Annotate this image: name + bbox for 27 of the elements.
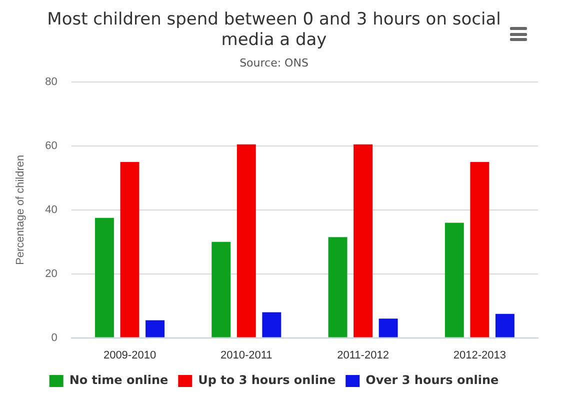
x-tick-label: 2009-2010	[103, 349, 156, 362]
bar	[236, 144, 256, 338]
chart-title: Most children spend between 0 and 3 hours on social media a day	[47, 10, 501, 50]
y-tick-label: 60	[45, 140, 58, 152]
x-tick-label: 2011-2012	[337, 349, 389, 362]
bar	[212, 242, 231, 338]
chart-subtitle: Source: ONS	[240, 56, 308, 70]
bar	[470, 162, 490, 338]
y-tick-label: 0	[51, 332, 58, 344]
bar	[328, 237, 348, 338]
x-tick-label: 2010-2011	[220, 349, 272, 362]
legend-label: Up to 3 hours online	[198, 373, 336, 388]
y-tick-label: 80	[45, 76, 58, 88]
y-tick-label: 40	[45, 204, 58, 216]
bar	[146, 320, 165, 338]
x-tick-label: 2012-2013	[453, 349, 506, 362]
legend-label: Over 3 hours online	[366, 373, 499, 388]
bar	[262, 312, 282, 338]
legend-label: No time online	[69, 373, 168, 388]
y-tick-label: 20	[45, 268, 58, 280]
bar	[378, 318, 398, 338]
bar	[495, 314, 514, 338]
bar	[95, 218, 114, 338]
bar	[120, 162, 140, 338]
bar	[444, 222, 464, 338]
y-axis-title: Percentage of children	[14, 154, 27, 265]
bar	[354, 144, 373, 338]
